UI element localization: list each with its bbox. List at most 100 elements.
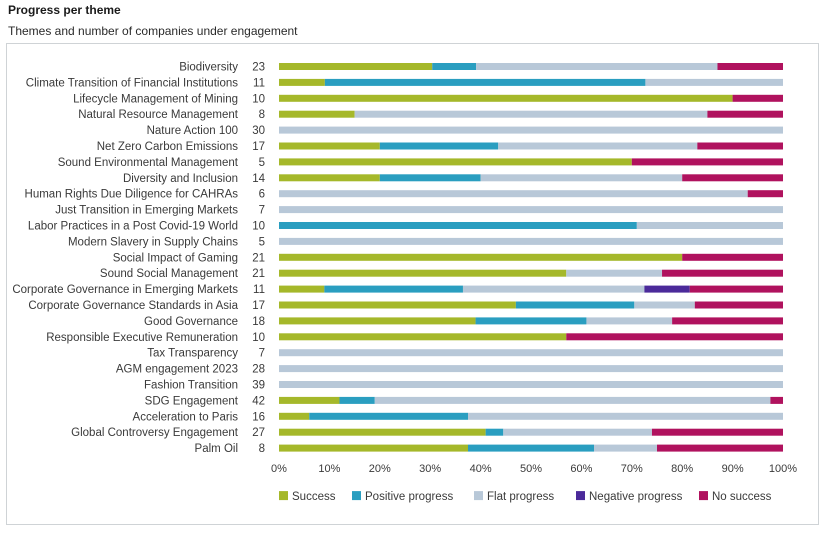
- legend-swatch-flat-progress: [474, 491, 483, 501]
- category-label-modern-slavery-in-supply-chains: Modern Slavery in Supply Chains: [68, 236, 238, 248]
- legend-label-no-success: No success: [712, 491, 772, 503]
- company-count-sdg-engagement: 42: [252, 395, 265, 407]
- chart-frame: [6, 43, 819, 525]
- bar-segment-success-good-governance: [279, 317, 476, 325]
- category-label-responsible-executive-remuneration: Responsible Executive Remuneration: [46, 332, 238, 344]
- category-label-agm-engagement-2023: AGM engagement 2023: [116, 364, 238, 376]
- bar-segment-success-net-zero-carbon-emissions: [279, 142, 380, 150]
- category-label-natural-resource-management: Natural Resource Management: [78, 109, 239, 121]
- company-count-biodiversity: 23: [252, 62, 265, 74]
- category-label-just-transition-in-emerging-markets: Just Transition in Emerging Markets: [55, 205, 238, 217]
- bar-segment-flat-progress-good-governance: [586, 317, 673, 325]
- bar-segment-positive-progress-corporate-governance-standards-in-asia: [515, 301, 635, 309]
- legend-swatch-no-success: [699, 491, 708, 501]
- bar-segment-positive-progress-climate-transition-of-financial-institutions: [324, 78, 646, 86]
- company-count-sound-social-management: 21: [252, 268, 265, 280]
- bar-segment-success-sound-environmental-management: [279, 158, 632, 166]
- bar-segment-flat-progress-agm-engagement-2023: [279, 365, 783, 373]
- x-tick-20: 20%: [369, 463, 391, 475]
- company-counts-layer: 23 11 10 8 30 17 5 14 6 7 10 5 21 21 11 17 18 10 7 28 39 42 16…: [252, 62, 265, 456]
- bar-segment-no-success-responsible-executive-remuneration: [566, 333, 783, 341]
- bar-segment-flat-progress-nature-action-100: [279, 126, 783, 134]
- x-tick-90: 90%: [722, 463, 744, 475]
- company-count-acceleration-to-paris: 16: [252, 411, 265, 423]
- bar-segment-positive-progress-good-governance: [475, 317, 587, 325]
- bar-segment-success-corporate-governance-in-emerging-markets: [279, 285, 325, 293]
- company-count-sound-environmental-management: 5: [259, 157, 265, 169]
- bar-segment-success-responsible-executive-remuneration: [279, 333, 567, 341]
- company-count-palm-oil: 8: [259, 443, 265, 455]
- bar-segment-flat-progress-biodiversity: [476, 63, 718, 70]
- legend-label-flat-progress: Flat progress: [487, 491, 554, 503]
- bar-segment-success-lifecycle-management-of-mining: [279, 94, 733, 102]
- bar-segment-flat-progress-diversity-and-inclusion: [480, 174, 683, 182]
- company-count-global-controversy-engagement: 27: [252, 427, 265, 439]
- company-count-social-impact-of-gaming: 21: [252, 252, 265, 264]
- category-label-human-rights-due-diligence-for-cahras: Human Rights Due Diligence for CAHRAs: [25, 189, 239, 201]
- bar-segment-positive-progress-net-zero-carbon-emissions: [379, 142, 499, 150]
- bar-segment-flat-progress-palm-oil: [594, 444, 657, 452]
- category-labels-layer: Biodiversity Climate Transition of Financ…: [12, 62, 238, 456]
- company-count-diversity-and-inclusion: 14: [252, 173, 265, 185]
- company-count-natural-resource-management: 8: [259, 109, 265, 121]
- category-label-fashion-transition: Fashion Transition: [144, 380, 238, 392]
- legend: Success Positive progress Flat progress Neg…: [279, 491, 772, 503]
- category-label-climate-transition-of-financial-institutions: Climate Transition of Financial Institut…: [26, 77, 238, 89]
- bar-segment-no-success-net-zero-carbon-emissions: [697, 142, 783, 150]
- category-label-net-zero-carbon-emissions: Net Zero Carbon Emissions: [97, 141, 238, 153]
- bar-segment-no-success-biodiversity: [717, 63, 783, 70]
- bar-segment-no-success-corporate-governance-in-emerging-markets: [689, 285, 783, 293]
- bar-segment-success-climate-transition-of-financial-institutions: [279, 78, 325, 86]
- category-label-nature-action-100: Nature Action 100: [147, 125, 238, 137]
- x-tick-70: 70%: [621, 463, 643, 475]
- bar-segment-flat-progress-modern-slavery-in-supply-chains: [279, 237, 783, 245]
- x-tick-40: 40%: [470, 463, 492, 475]
- bar-segment-success-acceleration-to-paris: [279, 412, 310, 420]
- bar-segment-no-success-corporate-governance-standards-in-asia: [694, 301, 783, 309]
- bar-segment-flat-progress-sdg-engagement: [374, 396, 771, 404]
- x-tick-80: 80%: [671, 463, 693, 475]
- bars-layer: [279, 63, 783, 452]
- legend-swatch-negative-progress: [576, 491, 585, 501]
- bar-segment-flat-progress-corporate-governance-in-emerging-markets: [462, 285, 645, 293]
- company-count-corporate-governance-standards-in-asia: 17: [252, 300, 265, 312]
- bar-segment-flat-progress-labor-practices-in-a-post-covid-19-world: [636, 222, 783, 229]
- bar-segment-success-biodiversity: [279, 63, 433, 70]
- bar-segment-flat-progress-acceleration-to-paris: [468, 412, 783, 420]
- bar-segment-flat-progress-just-transition-in-emerging-markets: [279, 206, 783, 214]
- x-tick-10: 10%: [318, 463, 340, 475]
- bar-segment-success-diversity-and-inclusion: [279, 174, 380, 182]
- company-count-climate-transition-of-financial-institutions: 11: [253, 77, 265, 89]
- bar-segment-no-success-natural-resource-management: [707, 110, 783, 118]
- category-label-sdg-engagement: SDG Engagement: [145, 395, 239, 407]
- category-label-biodiversity: Biodiversity: [179, 62, 238, 74]
- bar-segment-no-success-sound-social-management: [662, 269, 783, 277]
- bar-segment-flat-progress-natural-resource-management: [354, 110, 708, 118]
- bar-segment-flat-progress-fashion-transition: [279, 381, 783, 388]
- legend-swatch-positive-progress: [352, 491, 361, 501]
- chart-title: Progress per theme: [8, 3, 121, 17]
- bar-segment-success-corporate-governance-standards-in-asia: [279, 301, 516, 309]
- bar-segment-positive-progress-diversity-and-inclusion: [379, 174, 481, 182]
- company-count-tax-transparency: 7: [259, 348, 265, 360]
- bar-segment-success-social-impact-of-gaming: [279, 253, 683, 261]
- company-count-corporate-governance-in-emerging-markets: 11: [253, 284, 265, 296]
- bar-segment-no-success-lifecycle-management-of-mining: [732, 94, 783, 102]
- bar-segment-positive-progress-palm-oil: [468, 444, 594, 452]
- bar-segment-success-sdg-engagement: [279, 396, 340, 404]
- company-count-human-rights-due-diligence-for-cahras: 6: [259, 189, 265, 201]
- company-count-just-transition-in-emerging-markets: 7: [259, 205, 265, 217]
- bar-segment-flat-progress-net-zero-carbon-emissions: [498, 142, 698, 150]
- bar-segment-positive-progress-sdg-engagement: [339, 396, 375, 404]
- bar-segment-negative-progress-corporate-governance-in-emerging-markets: [644, 285, 690, 293]
- bar-segment-positive-progress-corporate-governance-in-emerging-markets: [324, 285, 463, 293]
- bar-segment-no-success-human-rights-due-diligence-for-cahras: [747, 190, 783, 198]
- company-count-net-zero-carbon-emissions: 17: [252, 141, 265, 153]
- x-tick-labels-layer: 0% 10% 20% 30% 40% 50% 60% 70% 80% 90% 100%: [271, 463, 797, 475]
- bar-segment-no-success-good-governance: [672, 317, 783, 325]
- bar-segment-no-success-palm-oil: [657, 444, 783, 452]
- bar-segment-positive-progress-global-controversy-engagement: [485, 428, 504, 436]
- bar-segment-positive-progress-acceleration-to-paris: [309, 412, 468, 420]
- bar-segment-flat-progress-sound-social-management: [566, 269, 663, 277]
